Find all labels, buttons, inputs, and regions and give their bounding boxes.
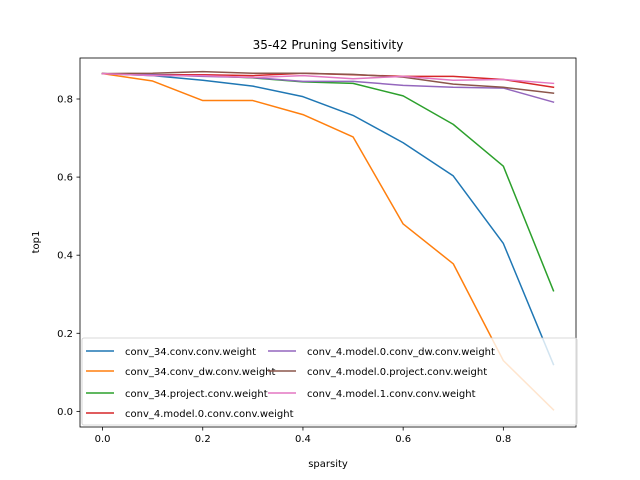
y-tick-label: 0.0 xyxy=(57,407,73,418)
x-tick-label: 0.8 xyxy=(495,434,511,445)
plot-lines xyxy=(101,70,555,411)
legend-label: conv_4.model.1.conv.conv.weight xyxy=(307,389,476,400)
x-axis-ticks: 0.0 0.2 0.4 0.6 0.8 xyxy=(95,427,511,445)
series-line-1 xyxy=(101,72,555,366)
y-tick-label: 0.2 xyxy=(57,329,73,340)
x-tick-label: 0.6 xyxy=(395,434,411,445)
y-tick-label: 0.8 xyxy=(57,95,73,106)
legend-label: conv_4.model.0.project.conv.weight xyxy=(307,367,487,378)
x-axis-label: sparsity xyxy=(308,459,348,470)
y-tick-label: 0.4 xyxy=(57,251,73,262)
legend-label: conv_34.conv_dw.conv.weight xyxy=(125,367,276,378)
y-axis-label: top1 xyxy=(31,231,42,254)
y-tick-label: 0.6 xyxy=(57,173,73,184)
x-tick-label: 0.0 xyxy=(95,434,111,445)
chart-title: 35-42 Pruning Sensitivity xyxy=(253,38,404,52)
y-axis-ticks: 0.0 0.2 0.4 0.6 0.8 xyxy=(57,95,80,418)
legend-box xyxy=(81,337,578,426)
legend-label: conv_4.model.0.conv_dw.conv.weight xyxy=(307,347,495,358)
legend-label: conv_4.model.0.conv.conv.weight xyxy=(125,409,294,420)
x-tick-label: 0.2 xyxy=(195,434,211,445)
legend: conv_34.conv.conv.weight conv_34.conv_dw.… xyxy=(81,337,578,426)
x-tick-label: 0.4 xyxy=(295,434,311,445)
series-line-7 xyxy=(101,72,555,85)
legend-label: conv_34.project.conv.weight xyxy=(125,389,268,400)
legend-label: conv_34.conv.conv.weight xyxy=(125,347,256,358)
series-line-2 xyxy=(101,72,555,411)
series-line-6 xyxy=(101,70,555,94)
plot-area-frame xyxy=(79,57,577,428)
